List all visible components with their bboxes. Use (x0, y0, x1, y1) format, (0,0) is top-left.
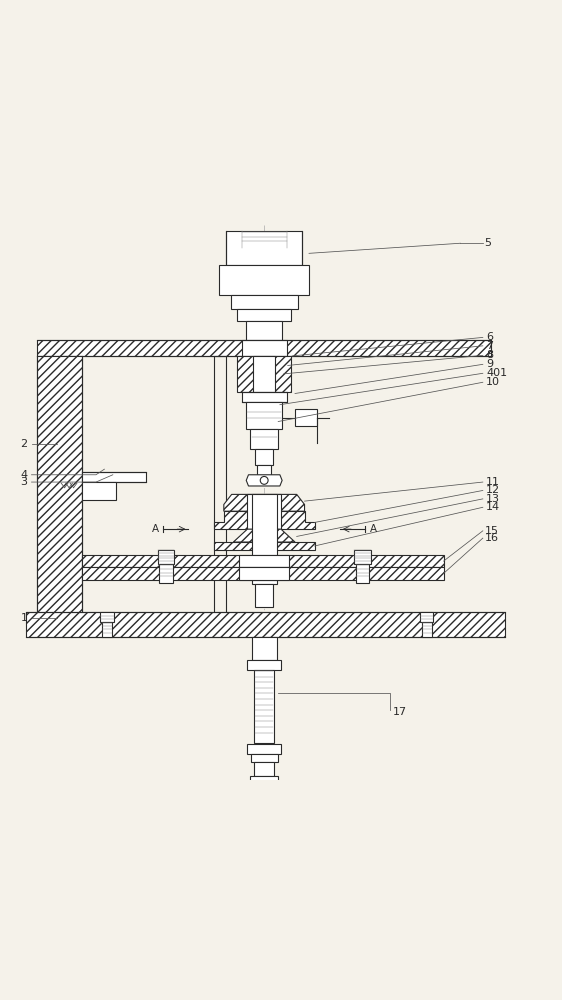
Bar (82, 555, 443, 567)
Text: 401: 401 (486, 368, 507, 378)
Bar (247, 494, 281, 529)
Bar (246, 321, 282, 343)
Bar (420, 612, 433, 622)
Bar (37, 356, 82, 635)
Bar (251, 754, 278, 762)
Text: 3: 3 (21, 477, 28, 487)
Bar (254, 670, 274, 743)
Bar (237, 309, 291, 321)
Bar (239, 567, 289, 580)
Bar (247, 660, 281, 670)
Bar (160, 564, 173, 583)
Circle shape (260, 476, 268, 484)
Bar (101, 612, 114, 622)
Text: 15: 15 (484, 526, 498, 536)
Bar (247, 744, 281, 754)
Bar (226, 231, 302, 265)
Bar (250, 429, 278, 449)
Text: 6: 6 (486, 332, 493, 342)
Bar (252, 637, 277, 660)
Text: A: A (152, 524, 159, 534)
Text: 7: 7 (486, 341, 493, 351)
Text: 11: 11 (486, 477, 500, 487)
Text: 2: 2 (20, 439, 28, 449)
Text: 12: 12 (486, 485, 500, 495)
Bar (242, 392, 287, 402)
Bar (253, 356, 275, 392)
Bar (422, 622, 432, 637)
Text: 14: 14 (486, 502, 500, 512)
Bar (102, 622, 112, 637)
Bar (354, 550, 371, 564)
Text: 9: 9 (486, 359, 493, 369)
Bar (257, 465, 271, 475)
Bar (219, 265, 309, 295)
Polygon shape (214, 542, 315, 550)
Polygon shape (246, 475, 282, 486)
Bar (214, 356, 226, 635)
Text: 1: 1 (21, 613, 28, 623)
Bar (255, 449, 273, 465)
Polygon shape (224, 494, 305, 511)
Polygon shape (237, 356, 291, 392)
Text: 4: 4 (20, 470, 28, 480)
Text: 8: 8 (486, 350, 493, 360)
Bar (82, 472, 147, 482)
Bar (230, 295, 298, 309)
Bar (82, 482, 116, 500)
Polygon shape (233, 529, 295, 542)
Text: 17: 17 (393, 707, 407, 717)
Polygon shape (214, 511, 315, 529)
Bar (252, 494, 277, 584)
Text: 5: 5 (484, 238, 492, 248)
Text: 10: 10 (486, 377, 500, 387)
Bar (246, 402, 282, 429)
Bar (242, 340, 287, 356)
Bar (255, 584, 273, 607)
Bar (239, 555, 289, 567)
Text: 13: 13 (486, 494, 500, 504)
Bar (254, 762, 274, 776)
Bar (37, 340, 491, 356)
Bar (26, 612, 505, 637)
Bar (295, 409, 318, 426)
Bar (250, 776, 278, 787)
Bar (356, 564, 369, 583)
Bar (82, 567, 443, 580)
Bar (158, 550, 174, 564)
Text: A: A (370, 524, 377, 534)
Text: 16: 16 (484, 533, 498, 543)
